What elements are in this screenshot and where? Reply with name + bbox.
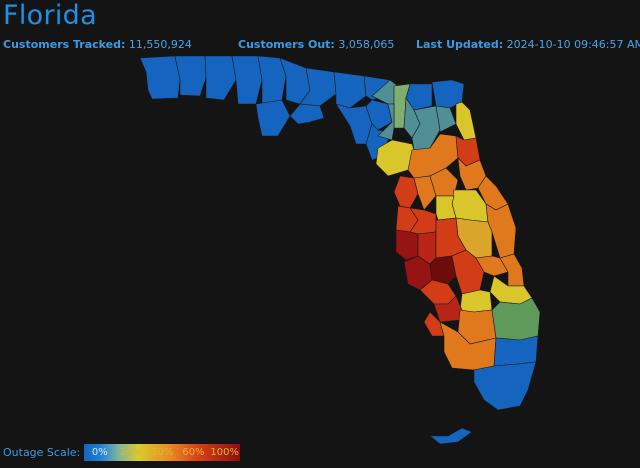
county-shape[interactable] — [493, 335, 539, 367]
county-shape[interactable] — [395, 229, 419, 261]
county-shape[interactable] — [435, 195, 457, 221]
county-shape[interactable] — [333, 71, 367, 109]
stat-customers-tracked: Customers Tracked: 11,550,924 — [3, 38, 192, 51]
county-shape[interactable] — [459, 289, 493, 313]
scale-tick: 60% — [182, 447, 205, 458]
stat-value: 11,550,924 — [128, 38, 192, 51]
county-shape[interactable] — [407, 133, 459, 179]
stat-last-updated: Last Updated: 2024-10-10 09:46:57 AM — [416, 38, 640, 51]
scale-tick: 0% — [91, 447, 108, 458]
north-central-region — [371, 79, 477, 177]
scale-label: Outage Scale: — [3, 446, 81, 459]
page-title: Florida — [3, 0, 97, 31]
county-shape[interactable] — [174, 55, 207, 97]
stat-label: Last Updated: — [416, 38, 504, 51]
county-shape[interactable] — [411, 105, 441, 151]
county-shape[interactable] — [451, 249, 485, 295]
county-shape[interactable] — [455, 101, 477, 141]
county-shape[interactable] — [335, 103, 373, 145]
county-shape[interactable] — [473, 361, 537, 411]
county-shape[interactable] — [435, 105, 457, 133]
stat-label: Customers Out: — [238, 38, 335, 51]
stat-value: 2024-10-10 09:46:57 AM — [506, 38, 640, 51]
peninsula-region — [393, 133, 541, 445]
scale-tick: 10% — [119, 447, 143, 458]
county-shape[interactable] — [231, 55, 263, 105]
county-shape[interactable] — [204, 55, 237, 101]
scale-tick: 100% — [210, 447, 239, 458]
scale-tick: 30% — [151, 447, 174, 458]
stat-customers-out: Customers Out: 3,058,065 — [238, 38, 394, 51]
county-shape[interactable] — [429, 427, 473, 445]
scale-gradient-bar: 0% 10% 30% 60% 100% — [84, 444, 241, 461]
county-shape[interactable] — [429, 255, 457, 285]
county-shape[interactable] — [289, 103, 325, 125]
county-shape[interactable] — [423, 311, 445, 337]
outage-scale-legend: Outage Scale: 0% 10% 30% 60% 100% — [3, 444, 241, 461]
county-shape[interactable] — [139, 55, 181, 100]
stats-bar: Customers Tracked: 11,550,924 Customers … — [0, 38, 640, 54]
stat-label: Customers Tracked: — [3, 38, 126, 51]
county-shape[interactable] — [491, 297, 541, 341]
county-shape[interactable] — [429, 167, 459, 197]
panhandle-region — [139, 55, 465, 161]
county-shape[interactable] — [413, 175, 437, 211]
county-shape[interactable] — [255, 99, 291, 137]
stat-value: 3,058,065 — [338, 38, 395, 51]
